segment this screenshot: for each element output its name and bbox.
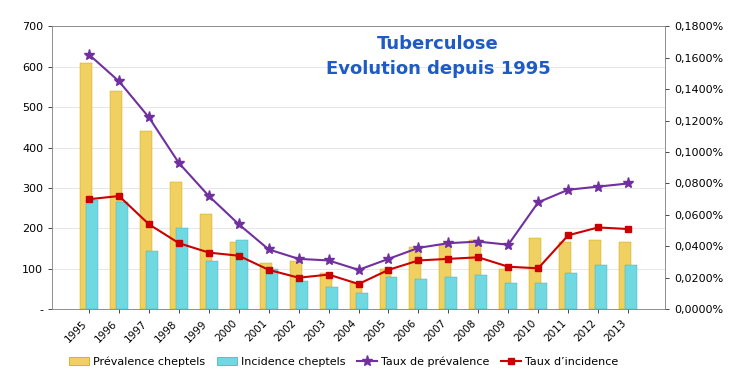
Bar <box>469 241 481 309</box>
Bar <box>260 263 272 309</box>
Bar <box>560 242 571 309</box>
Bar <box>619 242 631 309</box>
Bar <box>146 251 158 309</box>
Bar <box>625 265 637 309</box>
Bar <box>290 261 302 309</box>
Bar <box>176 228 188 309</box>
Bar <box>379 269 391 309</box>
Bar <box>565 273 577 309</box>
Bar <box>445 277 457 309</box>
Bar <box>110 91 122 309</box>
Bar <box>326 287 338 309</box>
Bar <box>356 293 368 309</box>
Bar <box>415 279 427 309</box>
Bar <box>230 242 242 309</box>
Bar <box>170 182 182 309</box>
Bar <box>385 277 397 309</box>
Bar <box>296 281 308 309</box>
Bar <box>320 273 332 309</box>
Bar <box>140 132 152 309</box>
Bar <box>266 269 278 309</box>
Bar <box>116 202 128 309</box>
Bar <box>206 261 218 309</box>
Bar <box>439 245 451 309</box>
Bar <box>475 275 487 309</box>
Bar <box>409 247 421 309</box>
Bar <box>505 283 517 309</box>
Bar <box>86 200 98 309</box>
Bar <box>535 283 547 309</box>
Bar <box>236 241 248 309</box>
Bar <box>80 63 92 309</box>
Bar <box>499 269 511 309</box>
Text: Tuberculose
Evolution depuis 1995: Tuberculose Evolution depuis 1995 <box>326 35 551 78</box>
Bar <box>589 241 601 309</box>
Bar <box>595 265 607 309</box>
Bar <box>200 214 212 309</box>
Legend: Prévalence cheptels, Incidence cheptels, Taux de prévalence, Taux d’incidence: Prévalence cheptels, Incidence cheptels,… <box>64 352 623 371</box>
Bar <box>529 239 541 309</box>
Bar <box>350 283 362 309</box>
